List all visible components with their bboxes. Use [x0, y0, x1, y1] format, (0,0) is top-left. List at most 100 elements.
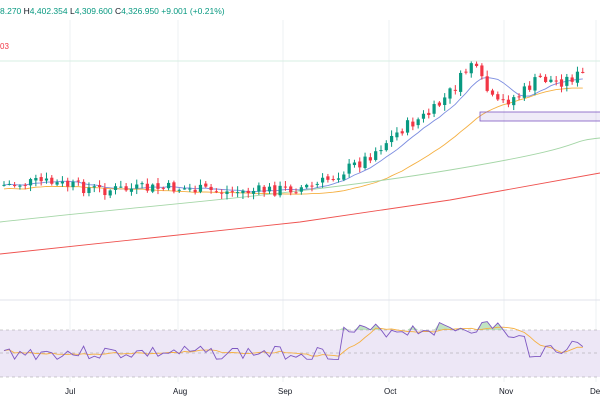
x-label-oct: Oct: [384, 387, 397, 396]
candle-body-59: [315, 183, 319, 185]
candle-body-36: [193, 189, 197, 193]
candle-body-86: [459, 72, 463, 92]
candle-body-51: [273, 185, 277, 196]
candle-body-39: [209, 186, 213, 191]
sma-long-line: [0, 172, 600, 255]
candle-body-32: [172, 182, 176, 192]
low-value: 4,309.600: [74, 6, 113, 16]
candle-body-38: [204, 183, 208, 187]
sma-fast-line: [3, 77, 583, 193]
candle-body-79: [421, 113, 426, 119]
candle-body-100: [533, 77, 537, 91]
candle-body-91: [485, 76, 489, 91]
low-label: L: [70, 6, 75, 16]
candle-body-17: [92, 186, 96, 188]
open-value: 8.270: [0, 6, 22, 16]
candle-body-103: [549, 79, 553, 82]
candle-body-60: [320, 177, 325, 183]
candle-body-56: [299, 187, 303, 192]
candle-body-45: [241, 190, 245, 194]
candle-body-2: [13, 185, 17, 187]
candle-body-35: [188, 188, 192, 190]
rsi-line: [3, 321, 584, 361]
ohlc-legend: 8.270 H4,402.354 L4,309.600 C4,326.950 +…: [0, 6, 225, 16]
candle-body-73: [390, 135, 394, 143]
candle-body-6: [34, 177, 38, 181]
candle-body-12: [66, 180, 70, 187]
candle-body-11: [60, 181, 65, 184]
candle-body-77: [411, 121, 415, 127]
candle-body-61: [326, 176, 330, 180]
candles: [2, 61, 585, 200]
candle-body-54: [289, 186, 293, 193]
close-label: C: [114, 6, 122, 16]
candle-body-69: [368, 157, 372, 161]
candle-body-20: [108, 190, 112, 196]
candle-body-3: [18, 185, 22, 187]
candle-body-83: [443, 97, 447, 105]
candle-body-19: [103, 188, 107, 196]
candle-body-40: [214, 191, 218, 193]
candle-body-22: [119, 186, 123, 188]
x-label-sep: Sep: [278, 387, 293, 396]
candle-body-70: [374, 151, 378, 160]
candle-body-81: [432, 104, 436, 114]
candle-body-63: [336, 178, 341, 180]
candle-body-84: [448, 88, 452, 99]
close-value: 4,326.950: [121, 6, 159, 16]
candle-body-68: [363, 156, 367, 169]
candle-body-74: [395, 132, 399, 138]
candle-body-48: [257, 185, 261, 192]
candle-body-85: [453, 89, 457, 91]
candle-body-95: [506, 99, 511, 105]
support-zone-box: [479, 111, 600, 122]
change-value: +9.001 (+0.21%): [161, 6, 225, 16]
candle-body-96: [512, 97, 516, 106]
candle-body-88: [469, 63, 473, 74]
high-value: 4,402.354: [29, 6, 68, 16]
candle-body-16: [87, 187, 91, 194]
candle-body-50: [267, 186, 272, 192]
x-label-dec: De: [590, 387, 600, 396]
candle-body-9: [50, 177, 54, 184]
candle-body-99: [528, 85, 532, 90]
x-label-aug: Aug: [173, 387, 188, 396]
candle-body-1: [7, 183, 11, 185]
candle-body-8: [44, 178, 49, 181]
candle-body-18: [97, 185, 102, 188]
candle-body-78: [416, 119, 420, 126]
indicator-side-label: 03: [0, 42, 9, 51]
candle-body-71: [379, 150, 383, 152]
candle-body-57: [305, 184, 309, 188]
candle-body-102: [543, 76, 548, 82]
candle-body-106: [565, 76, 569, 86]
candle-body-108: [575, 71, 580, 83]
candle-body-0: [2, 184, 6, 186]
candle-body-47: [251, 190, 256, 194]
candle-body-92: [490, 90, 495, 95]
candle-body-21: [113, 186, 118, 190]
candle-body-30: [161, 187, 165, 189]
candle-body-33: [177, 189, 181, 191]
candle-body-14: [76, 180, 80, 182]
candle-body-90: [480, 65, 484, 77]
candle-body-26: [140, 183, 144, 185]
candle-body-25: [135, 184, 139, 189]
candle-body-5: [28, 179, 33, 186]
candle-body-87: [464, 71, 468, 73]
candle-body-7: [39, 177, 43, 182]
candle-body-41: [220, 192, 224, 194]
candle-body-94: [501, 99, 505, 101]
candle-body-64: [342, 174, 346, 180]
candle-body-10: [55, 182, 59, 185]
candle-body-72: [384, 143, 388, 151]
candle-body-67: [358, 161, 362, 168]
candle-body-31: [167, 182, 171, 189]
candle-body-27: [145, 183, 149, 191]
candle-body-65: [347, 163, 351, 174]
candle-body-101: [538, 75, 542, 77]
candle-body-28: [151, 184, 155, 192]
candle-body-13: [71, 181, 75, 188]
